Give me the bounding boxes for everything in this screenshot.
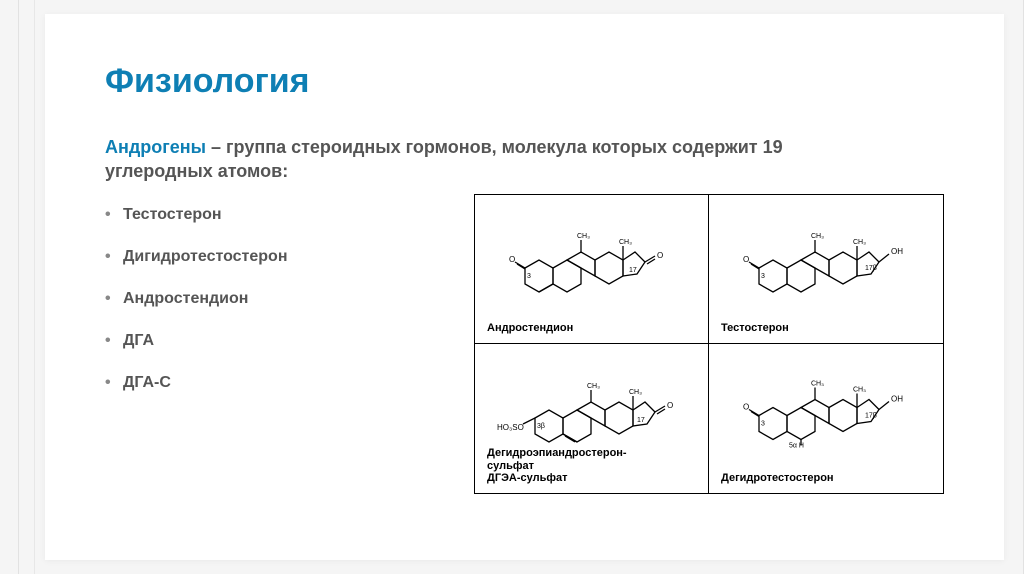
position-label: 3: [761, 273, 765, 280]
atom-label: O: [667, 401, 673, 410]
molecule-caption: Тестостерон: [721, 322, 789, 335]
slide: Физиология Андрогены – группа стероидных…: [45, 14, 1004, 560]
molecule-cell: HO₃SO 3β CH₃ CH₃ 17 O Дегидроэпиандросте…: [475, 344, 709, 493]
position-label: 17: [637, 417, 645, 424]
molecule-structure: O 3 CH₃ CH₃ 17β OH 5α H: [741, 353, 911, 448]
position-label: 3β: [537, 423, 545, 430]
molecule-cell: O 3 CH₃ CH₃ 17β OH 5α H Дегидротестостер…: [709, 344, 943, 493]
atom-label: O: [743, 402, 749, 411]
atom-label: O: [509, 255, 515, 264]
ch3-label: CH₃: [577, 233, 590, 240]
molecule-caption: Дегидроэпиандростерон- сульфат ДГЭА-суль…: [487, 447, 627, 485]
ch3-label: CH₃: [811, 233, 824, 240]
sub-label: 5α H: [789, 442, 804, 448]
atom-label: O: [743, 255, 749, 264]
ch3-label: CH₃: [619, 239, 632, 246]
molecule-structure: HO₃SO 3β CH₃ CH₃ 17 O: [497, 356, 687, 446]
molecule-structure: O 3 CH₃ CH₃ 17β OH: [741, 206, 911, 296]
molecule-structure: O 3 CH₃ CH₃ 17 O: [507, 206, 677, 296]
lead-keyword: Андрогены: [105, 137, 206, 157]
molecule-caption: Андростендион: [487, 322, 573, 335]
atom-label: OH: [891, 247, 903, 256]
molecule-cell: O 3 CH₃ CH₃ 17 O Андростендион: [475, 195, 709, 344]
ch3-label: CH₃: [587, 383, 600, 390]
atom-label: OH: [891, 394, 903, 403]
page-title: Физиология: [105, 62, 944, 101]
position-label: 3: [527, 273, 531, 280]
ch3-label: CH₃: [629, 389, 642, 396]
position-label: 17β: [865, 412, 877, 419]
ch3-label: CH₃: [853, 239, 866, 246]
ch3-label: CH₃: [811, 380, 824, 387]
atom-label: O: [657, 251, 663, 260]
position-label: 17: [629, 267, 637, 274]
lead-paragraph: Андрогены – группа стероидных гормонов, …: [105, 135, 865, 184]
molecule-caption: Дегидротестостерон: [721, 472, 834, 485]
lead-rest: – группа стероидных гормонов, молекула к…: [105, 137, 783, 181]
position-label: 3: [761, 420, 765, 427]
atom-label: HO₃SO: [497, 423, 524, 432]
molecule-grid: O 3 CH₃ CH₃ 17 O Андростендион: [474, 194, 944, 494]
position-label: 17β: [865, 265, 877, 272]
ch3-label: CH₃: [853, 386, 866, 393]
molecule-cell: O 3 CH₃ CH₃ 17β OH Тестостерон: [709, 195, 943, 344]
